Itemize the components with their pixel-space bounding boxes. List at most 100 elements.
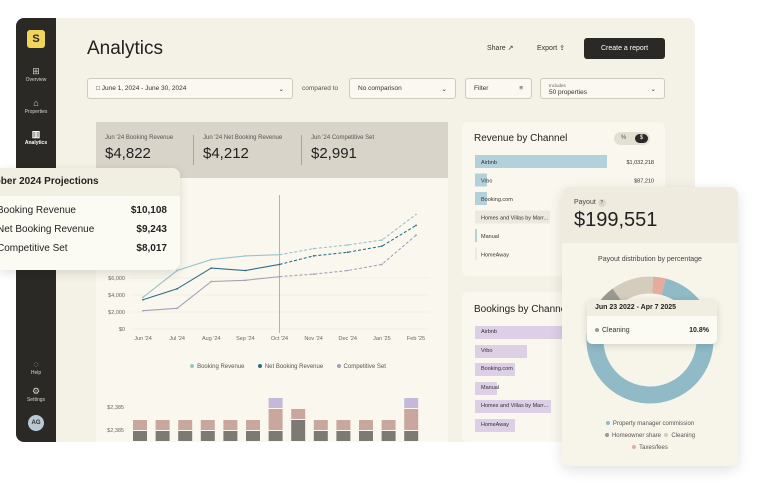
avatar[interactable]: AG [28, 415, 44, 431]
page-title: Analytics [87, 38, 164, 59]
legend-item: Homeowner share Cleaning [562, 430, 738, 442]
help-icon: ◌ [33, 359, 39, 369]
tooltip-pct: 10.8% [689, 327, 709, 334]
divider [193, 135, 194, 165]
bookings-bar: Airbnb [475, 326, 563, 339]
kpi-label: Jun '24 Net Booking Revenue [203, 135, 283, 141]
kpi-value: $4,822 [105, 145, 151, 162]
share-button[interactable]: Share ↗ [487, 44, 514, 52]
share-icon: ↗ [507, 45, 514, 52]
bookings-bar: HomeAway [475, 418, 515, 432]
compared-to-label: compared to [302, 85, 339, 92]
bookings-bar: Vrbo [475, 344, 527, 358]
legend-label: Booking Revenue [197, 364, 245, 370]
sidebar-item-label: Help [30, 370, 42, 376]
legend-label: Competitive Set [343, 364, 386, 370]
revenue-channel-title: Revenue by Channel [474, 133, 568, 144]
gear-icon: ⚙ [31, 386, 41, 396]
legend-label: Net Booking Revenue [264, 364, 324, 370]
payout-label-row: Payout ? [574, 199, 606, 207]
tooltip-item-label: Cleaning [602, 327, 630, 334]
sliders-icon: ≡ [519, 85, 523, 92]
projection-row: Booking Revenue $10,108 [0, 205, 167, 219]
legend-label: Taxes/fees [639, 445, 668, 451]
kpi-value: $2,991 [311, 145, 357, 162]
tooltip-header [587, 300, 717, 316]
tooltip-item: Cleaning [595, 327, 630, 334]
projection-value: $9,243 [136, 224, 167, 235]
legend-label: Cleaning [671, 433, 696, 439]
bookings-channel-title: Bookings by Channel [474, 304, 562, 315]
legend-label: Property manager commission [612, 421, 695, 427]
comparison-value: No comparison [358, 85, 402, 92]
payout-header [562, 187, 738, 243]
payout-chart-title: Payout distribution by percentage [598, 256, 702, 263]
payout-legend: Property manager commission Homeowner sh… [562, 418, 738, 454]
sidebar-item-settings[interactable]: ⚙ Settings [16, 386, 56, 403]
comparison-select[interactable]: No comparison ⌄ [349, 78, 456, 99]
sidebar-item-properties[interactable]: ⌂ Properties [16, 98, 56, 115]
bookings-bar: Manual [475, 381, 499, 395]
projection-value: $8,017 [136, 243, 167, 254]
bar-chart-icon: ▥ [31, 129, 41, 139]
legend-item: Competitive Set [336, 364, 386, 370]
create-report-button[interactable]: Create a report [584, 38, 665, 59]
chevron-down-icon: ⌄ [441, 85, 447, 93]
dollar-toggle[interactable]: $ [635, 134, 648, 143]
info-icon[interactable]: ? [597, 199, 606, 207]
chevron-down-icon: ⌄ [650, 85, 656, 93]
sidebar-item-label: Settings [26, 397, 46, 403]
bookings-bar: Booking.com [475, 363, 515, 376]
export-button[interactable]: Export ⇪ [537, 44, 565, 52]
grid-icon: ⊞ [32, 66, 40, 76]
calendar-icon: □ [96, 85, 100, 92]
legend-item: Property manager commission [562, 418, 738, 430]
kpi-net-booking-revenue: Jun '24 Net Booking Revenue $4,212 [203, 135, 282, 162]
tooltip-range: Jun 23 2022 - Apr 7 2025 [595, 304, 677, 311]
sidebar-item-analytics[interactable]: ▥ Analytics [16, 129, 56, 146]
projection-value: $10,108 [130, 205, 167, 216]
legend-label: Homeowner share [611, 433, 661, 439]
share-label: Share [487, 45, 506, 52]
bookings-bar: Homes and Villas by Marr... [475, 400, 551, 413]
export-icon: ⇪ [559, 45, 566, 52]
includes-label: Includes [549, 82, 566, 88]
percent-toggle[interactable]: % [621, 135, 627, 141]
projection-row: Net Booking Revenue $9,243 [0, 224, 167, 238]
sidebar-item-label: Overview [25, 77, 47, 83]
properties-value: 50 properties [549, 88, 587, 96]
sidebar-item-overview[interactable]: ⊞ Overview [16, 66, 56, 83]
properties-select[interactable]: Includes 50 properties ⌄ [540, 78, 665, 99]
projection-label: Competitive Set [0, 243, 68, 254]
filter-button[interactable]: Filter ≡ [465, 78, 532, 99]
projection-label: Net Booking Revenue [0, 224, 95, 235]
kpi-label: Jun '24 Booking Revenue [105, 135, 174, 141]
legend-item: Net Booking Revenue [257, 364, 324, 370]
legend-item: Taxes/fees [562, 442, 738, 454]
projection-label: Booking Revenue [0, 205, 76, 216]
line-chart-legend: Booking Revenue Net Booking Revenue Comp… [168, 355, 408, 373]
kpi-label: Jun '24 Competitive Set [311, 135, 375, 141]
payout-label: Payout [574, 199, 596, 206]
date-range-select[interactable]: □ June 1, 2024 - June 30, 2024 ⌄ [87, 78, 293, 99]
kpi-booking-revenue: Jun '24 Booking Revenue $4,822 [105, 135, 173, 162]
kpi-competitive-set: Jun '24 Competitive Set $2,991 [311, 135, 374, 162]
sidebar-item-help[interactable]: ◌ Help [16, 359, 56, 376]
date-range-value: June 1, 2024 - June 30, 2024 [101, 85, 187, 92]
payout-value: $199,551 [574, 209, 658, 231]
projection-row: Competitive Set $8,017 [0, 243, 167, 257]
logo[interactable]: S [27, 30, 45, 48]
projections-title: October 2024 Projections [0, 176, 180, 196]
projections-card: October 2024 Projections Booking Revenue… [0, 168, 180, 270]
export-label: Export [537, 45, 558, 52]
chevron-down-icon: ⌄ [278, 85, 284, 93]
divider [301, 135, 302, 165]
filter-label: Filter [474, 85, 489, 92]
sidebar-item-label: Analytics [24, 140, 48, 146]
legend-item: Booking Revenue [190, 364, 244, 370]
kpi-value: $4,212 [203, 145, 249, 162]
projections-title-text: October 2024 Projections [0, 176, 99, 187]
home-icon: ⌂ [33, 98, 39, 108]
unit-toggle[interactable]: % $ [614, 132, 650, 145]
sidebar-item-label: Properties [24, 109, 48, 115]
